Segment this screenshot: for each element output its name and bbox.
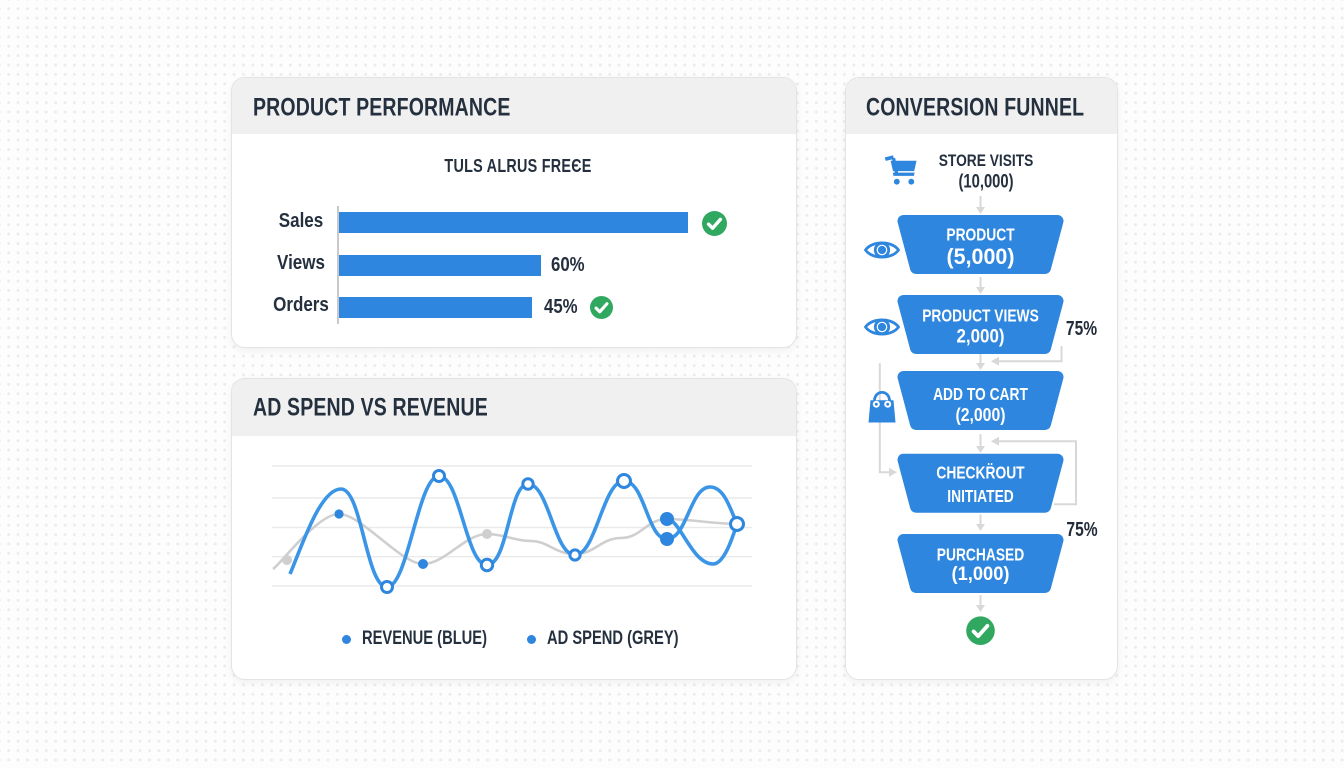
svg-text:(5,000): (5,000): [947, 244, 1015, 269]
svg-text:PRODUCT: PRODUCT: [946, 226, 1015, 245]
svg-text:75%: 75%: [1066, 518, 1097, 540]
svg-text:ADD TO CART: ADD TO CART: [933, 385, 1028, 404]
svg-text:INITIATED: INITIATED: [947, 488, 1013, 507]
svg-text:(10,000): (10,000): [959, 171, 1014, 193]
svg-text:PRODUCT VIEWS: PRODUCT VIEWS: [922, 307, 1039, 326]
svg-text:(2,000): (2,000): [956, 405, 1006, 425]
svg-text:STORE VISITS: STORE VISITS: [939, 152, 1034, 171]
svg-text:2,000): 2,000): [957, 327, 1005, 348]
svg-text:CHECKR̈OUT: CHECKR̈OUT: [936, 463, 1025, 483]
svg-text:(1,000): (1,000): [952, 564, 1010, 585]
svg-text:75%: 75%: [1066, 317, 1097, 339]
svg-text:PURCHASED: PURCHASED: [937, 546, 1024, 565]
